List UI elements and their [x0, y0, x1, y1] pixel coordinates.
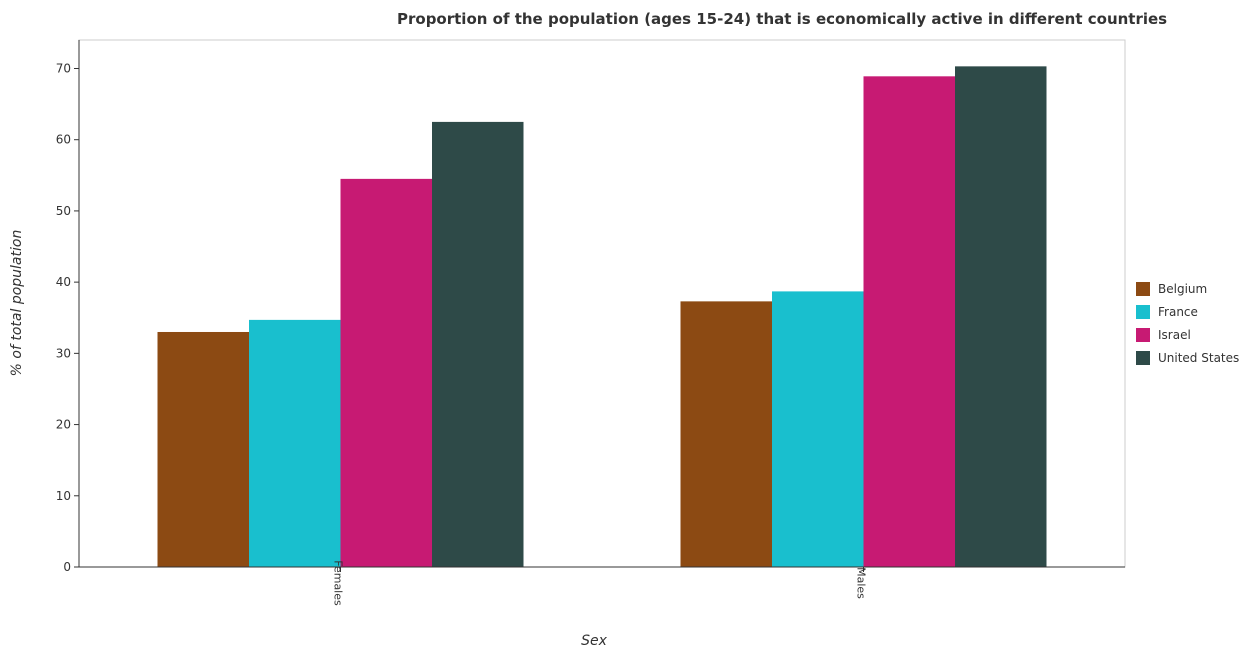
legend-label-united-states: United States: [1158, 351, 1239, 365]
legend-label-belgium: Belgium: [1158, 282, 1207, 296]
bars: [157, 66, 1047, 568]
legend-label-france: France: [1158, 305, 1198, 319]
legend: Belgium France Israel United States: [1136, 282, 1239, 365]
x-axis-title: Sex: [581, 633, 608, 649]
bar-israel-males: [863, 76, 955, 568]
bar-belgium-males: [680, 301, 772, 567]
y-tick-label: 0: [63, 560, 71, 574]
legend-label-israel: Israel: [1158, 328, 1191, 342]
x-tick-label: Females: [332, 560, 345, 606]
y-tick-label: 10: [56, 489, 71, 503]
bar-france-males: [772, 291, 864, 567]
bar-united-states-females: [432, 121, 524, 567]
x-tick-label: Males: [855, 567, 868, 599]
y-tick-label: 30: [56, 346, 71, 360]
y-tick-label: 50: [56, 204, 71, 218]
bar-united-states-males: [955, 66, 1047, 567]
y-tick-label: 70: [56, 61, 71, 75]
legend-swatch-belgium: [1136, 282, 1150, 296]
legend-swatch-united-states: [1136, 351, 1150, 365]
y-axis: 0 10 20 30 40 50 60 70: [56, 40, 80, 574]
y-axis-title: % of total population: [9, 230, 25, 377]
y-tick-label: 20: [56, 418, 71, 432]
y-tick-label: 60: [56, 133, 71, 147]
y-tick-label: 40: [56, 275, 71, 289]
bar-israel-females: [340, 178, 432, 567]
legend-swatch-israel: [1136, 328, 1150, 342]
x-axis: Females Males: [79, 560, 1125, 606]
chart-title: Proportion of the population (ages 15-24…: [397, 10, 1167, 28]
bar-belgium-females: [157, 331, 249, 567]
bar-france-females: [249, 319, 341, 567]
legend-swatch-france: [1136, 305, 1150, 319]
